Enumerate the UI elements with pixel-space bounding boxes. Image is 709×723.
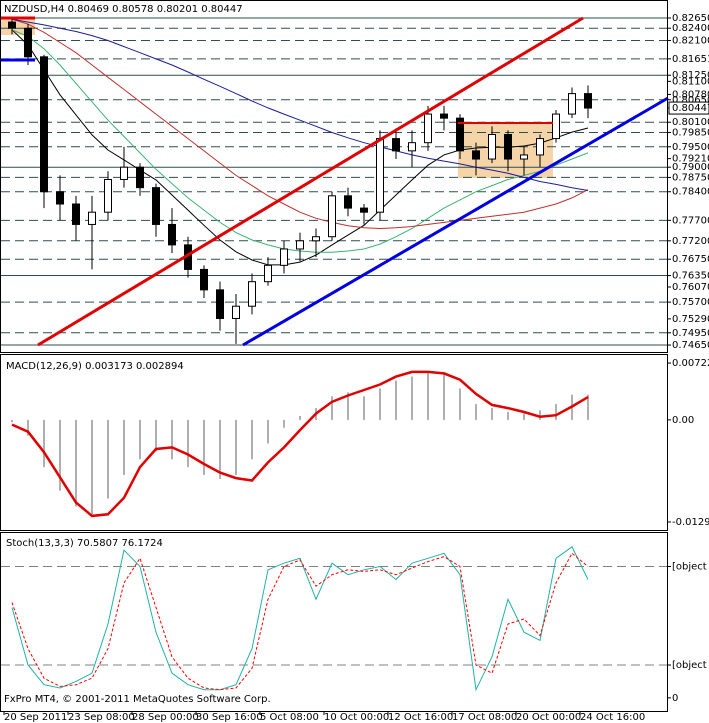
- panel-frame: [0, 0, 668, 353]
- candle-body: [456, 117, 464, 152]
- candle-body: [312, 236, 320, 242]
- candle-body: [152, 187, 160, 225]
- candle-body: [56, 191, 64, 205]
- y-tick-label: 0: [672, 693, 678, 704]
- candle-body: [472, 150, 480, 160]
- x-tick-label: 20 Sep 2011: [4, 712, 67, 723]
- x-tick-label: 20 Oct 00:00: [516, 712, 581, 723]
- candle-body: [120, 166, 128, 180]
- candle-body: [40, 56, 48, 193]
- candle-body: [8, 21, 16, 29]
- candle-body: [328, 195, 336, 238]
- candle-body: [392, 138, 400, 152]
- x-tick-label: 10 Oct 00:00: [324, 712, 389, 723]
- candle-body: [232, 305, 240, 319]
- moving-average: [11, 18, 589, 191]
- chart-title: NZDUSD,H4 0.80469 0.80578 0.80201 0.8044…: [4, 4, 243, 15]
- moving-average: [11, 18, 589, 230]
- candle-body: [520, 154, 528, 160]
- panel-frames: [0, 0, 668, 712]
- candle-body: [552, 113, 560, 140]
- candle-body: [424, 113, 432, 144]
- candle-body: [248, 281, 256, 307]
- y-tick-label: 0.81651: [672, 54, 709, 65]
- candle-body: [504, 134, 512, 160]
- candle-body: [24, 27, 32, 58]
- plot-layer: [1, 16, 668, 692]
- y-tick-label: 0.00: [672, 415, 694, 426]
- copyright: FxPro MT4, © 2001-2011 MetaQuotes Softwa…: [4, 694, 271, 705]
- candle-body: [296, 240, 304, 250]
- candle-body: [360, 207, 368, 213]
- y-tick-label: [object Object]: [672, 561, 709, 572]
- stoch-line: [11, 552, 589, 691]
- candle-body: [200, 268, 208, 291]
- candle-body: [440, 113, 448, 119]
- candle-body: [408, 142, 416, 152]
- trend-line: [37, 16, 584, 347]
- panel-frame: [0, 532, 668, 712]
- y-tick-label: [object Object]: [672, 660, 709, 671]
- candle-body: [88, 211, 96, 225]
- y-tick-label: -0.01297: [672, 517, 709, 528]
- candle-body: [264, 264, 272, 283]
- candle-body: [104, 178, 112, 213]
- stoch-title: Stoch(13,3,3) 70.5807 76.1724: [6, 538, 163, 549]
- x-tick-label: 5 Oct 08:00: [260, 712, 319, 723]
- macd-signal: [11, 370, 589, 518]
- candle-body: [168, 223, 176, 246]
- candle-body: [280, 248, 288, 266]
- panel-frame: [0, 354, 668, 531]
- x-tick-label: 24 Oct 16:00: [580, 712, 645, 723]
- trend-lines: [0, 16, 669, 347]
- candle-body: [216, 289, 224, 319]
- x-tick-label: 12 Oct 16:00: [388, 712, 453, 723]
- candle-body: [72, 203, 80, 225]
- x-tick-label: 30 Sep 16:00: [196, 712, 263, 723]
- stoch-line: [11, 546, 589, 692]
- x-tick-label: 17 Oct 08:00: [452, 712, 517, 723]
- y-tick-label: 0.80447: [672, 103, 709, 114]
- candle-body: [568, 93, 576, 115]
- y-tick-label: 0.00722: [672, 358, 709, 369]
- candle-body: [536, 138, 544, 156]
- candle-body: [136, 166, 144, 189]
- x-tick-label: 28 Sep 00:00: [132, 712, 199, 723]
- candle-body: [488, 134, 496, 160]
- candle-body: [376, 138, 384, 213]
- macd-title: MACD(12,26,9) 0.003173 0.002894: [6, 361, 184, 372]
- x-tick-label: 23 Sep 08:00: [68, 712, 135, 723]
- candle-body: [344, 195, 352, 209]
- trend-line: [242, 96, 669, 347]
- candle-body: [584, 93, 592, 109]
- price-box: [668, 101, 709, 115]
